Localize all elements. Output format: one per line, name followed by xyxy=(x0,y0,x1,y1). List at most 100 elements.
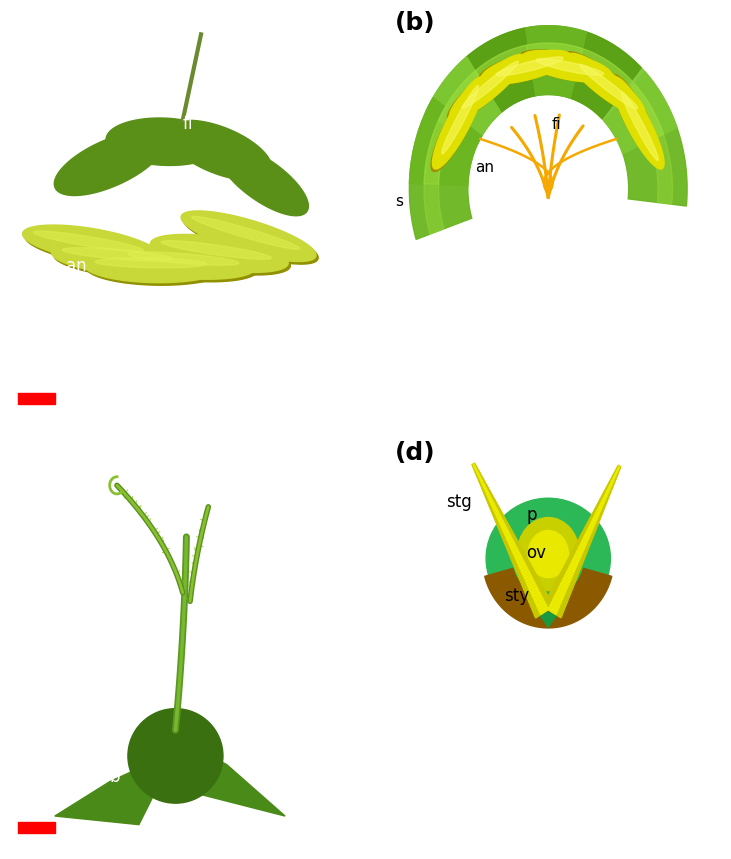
Polygon shape xyxy=(608,482,614,487)
Polygon shape xyxy=(487,493,490,497)
Polygon shape xyxy=(560,582,568,589)
Polygon shape xyxy=(580,64,637,109)
Polygon shape xyxy=(519,563,526,569)
Polygon shape xyxy=(527,580,534,587)
Polygon shape xyxy=(424,107,458,235)
Polygon shape xyxy=(496,513,500,518)
Polygon shape xyxy=(510,543,515,548)
Polygon shape xyxy=(549,592,567,605)
Polygon shape xyxy=(54,131,165,196)
Polygon shape xyxy=(500,526,511,535)
Polygon shape xyxy=(608,485,611,489)
Polygon shape xyxy=(561,570,576,582)
Polygon shape xyxy=(554,595,562,602)
Polygon shape xyxy=(597,507,602,511)
Text: (c): (c) xyxy=(15,441,52,465)
Polygon shape xyxy=(543,604,562,618)
Polygon shape xyxy=(86,253,225,285)
Polygon shape xyxy=(499,524,510,533)
Polygon shape xyxy=(501,523,505,527)
Polygon shape xyxy=(534,601,552,615)
Polygon shape xyxy=(483,486,486,490)
Polygon shape xyxy=(558,588,566,594)
Polygon shape xyxy=(518,565,532,576)
Polygon shape xyxy=(509,545,521,556)
Polygon shape xyxy=(558,576,574,587)
Text: stg: stg xyxy=(44,579,69,597)
Ellipse shape xyxy=(128,709,223,803)
Polygon shape xyxy=(523,572,531,579)
Polygon shape xyxy=(474,468,479,472)
Polygon shape xyxy=(486,495,493,501)
Polygon shape xyxy=(587,529,591,534)
Polygon shape xyxy=(586,532,591,537)
Polygon shape xyxy=(569,553,583,564)
Polygon shape xyxy=(618,466,620,469)
Polygon shape xyxy=(517,557,523,564)
Polygon shape xyxy=(554,582,571,594)
Polygon shape xyxy=(482,484,485,487)
Polygon shape xyxy=(578,49,664,141)
Polygon shape xyxy=(513,550,519,556)
Polygon shape xyxy=(473,466,477,470)
Polygon shape xyxy=(523,570,529,576)
Polygon shape xyxy=(485,492,492,498)
Polygon shape xyxy=(477,472,481,478)
Polygon shape xyxy=(507,540,519,551)
Polygon shape xyxy=(526,43,632,94)
Polygon shape xyxy=(489,502,497,509)
Polygon shape xyxy=(442,85,479,154)
Polygon shape xyxy=(515,555,522,561)
Polygon shape xyxy=(431,80,483,172)
Polygon shape xyxy=(584,534,589,539)
Polygon shape xyxy=(521,568,528,574)
Polygon shape xyxy=(493,509,498,513)
Polygon shape xyxy=(572,549,586,559)
Polygon shape xyxy=(477,475,482,480)
Polygon shape xyxy=(599,498,607,505)
Polygon shape xyxy=(167,120,272,180)
Polygon shape xyxy=(594,515,598,519)
Polygon shape xyxy=(501,528,512,538)
Polygon shape xyxy=(481,483,487,488)
Polygon shape xyxy=(466,26,586,113)
Polygon shape xyxy=(482,487,489,493)
Polygon shape xyxy=(605,489,610,495)
Polygon shape xyxy=(539,605,547,612)
Polygon shape xyxy=(552,587,569,600)
Polygon shape xyxy=(591,513,601,521)
Polygon shape xyxy=(153,237,290,275)
Polygon shape xyxy=(556,580,572,592)
Polygon shape xyxy=(588,527,593,532)
Polygon shape xyxy=(528,582,536,589)
Polygon shape xyxy=(601,500,605,504)
Polygon shape xyxy=(549,605,558,612)
Polygon shape xyxy=(536,600,545,607)
Polygon shape xyxy=(605,487,612,492)
Polygon shape xyxy=(497,515,501,521)
Polygon shape xyxy=(596,503,605,510)
Polygon shape xyxy=(491,501,494,505)
Polygon shape xyxy=(481,481,484,484)
Polygon shape xyxy=(523,577,539,589)
Polygon shape xyxy=(504,536,516,545)
Polygon shape xyxy=(569,566,575,572)
Polygon shape xyxy=(525,575,532,582)
Polygon shape xyxy=(515,552,520,558)
Polygon shape xyxy=(566,561,580,572)
Polygon shape xyxy=(559,573,575,584)
Polygon shape xyxy=(512,552,526,564)
Polygon shape xyxy=(544,601,563,615)
Polygon shape xyxy=(183,214,318,264)
Polygon shape xyxy=(548,594,566,607)
Polygon shape xyxy=(524,26,641,119)
Text: an: an xyxy=(66,257,86,275)
Polygon shape xyxy=(503,528,508,533)
Polygon shape xyxy=(569,556,583,567)
Polygon shape xyxy=(482,51,571,84)
Polygon shape xyxy=(536,58,604,76)
Polygon shape xyxy=(474,466,476,469)
Polygon shape xyxy=(511,545,517,551)
Polygon shape xyxy=(606,490,609,494)
Polygon shape xyxy=(600,503,604,507)
